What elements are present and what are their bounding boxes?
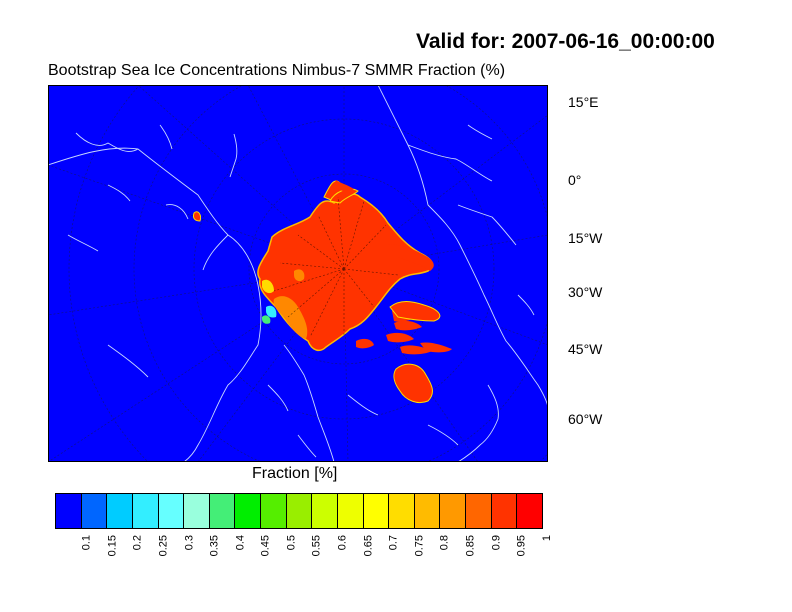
colorbar-tick-text: 0.1 xyxy=(80,535,93,551)
colorbar-title: Fraction [%] xyxy=(252,465,338,482)
colorbar-tick-label: 0.1 xyxy=(67,535,93,575)
sea-ice-extent xyxy=(193,180,452,404)
colorbar-swatch xyxy=(81,494,108,528)
colorbar-tick-label: 0.8 xyxy=(425,535,451,575)
map-border xyxy=(48,85,548,462)
map-panel[interactable] xyxy=(48,85,548,462)
colorbar-tick-label: 0.55 xyxy=(297,535,323,575)
colorbar-tick-label: 0.85 xyxy=(450,535,476,575)
colorbar-tick-text: 0.3 xyxy=(182,535,195,551)
colorbar-swatch xyxy=(337,494,364,528)
colorbar-swatch xyxy=(389,494,415,528)
ice-meridians xyxy=(273,196,399,338)
colorbar-tick-text: 0.15 xyxy=(106,535,119,557)
colorbar-tick-text: 0.55 xyxy=(310,535,323,557)
colorbar-tick-label: 1 xyxy=(527,535,553,575)
lat-label-0: 0° xyxy=(568,172,582,188)
lat-label-30w: 30°W xyxy=(568,284,603,300)
lat-label-60w: 60°W xyxy=(568,411,603,427)
colorbar-tick-label: 0.7 xyxy=(374,535,400,575)
colorbar-tick-text: 0.5 xyxy=(285,535,298,551)
colorbar-swatch xyxy=(363,494,390,528)
colorbar-tick-text: 0.85 xyxy=(464,535,477,557)
colorbar-tick-text: 0.45 xyxy=(259,535,272,557)
colorbar-tick-label: 0.95 xyxy=(501,535,527,575)
lat-label-45w: 45°W xyxy=(568,341,603,357)
valid-time-label: Valid for: 2007-06-16_00:00:00 xyxy=(416,30,715,53)
colorbar-tick-text: 0.65 xyxy=(361,535,374,557)
colorbar-tick-text: 0.35 xyxy=(208,535,221,557)
colorbar-swatch xyxy=(56,494,82,528)
colorbar-swatch xyxy=(132,494,159,528)
colorbar-tick-label: 0.4 xyxy=(220,535,246,575)
colorbar xyxy=(55,493,543,529)
colorbar-tick-text: 0.7 xyxy=(387,535,400,551)
colorbar-tick-text: 0.2 xyxy=(131,535,144,551)
colorbar-tick-text: 0.25 xyxy=(157,535,170,557)
colorbar-swatch xyxy=(286,494,313,528)
lat-label-15w: 15°W xyxy=(568,230,603,246)
colorbar-tick-label: 0.75 xyxy=(399,535,425,575)
colorbar-swatch xyxy=(440,494,466,528)
colorbar-tick-text: 0.95 xyxy=(515,535,528,557)
colorbar-tick-text: 0.9 xyxy=(489,535,502,551)
colorbar-tick-text: 1 xyxy=(541,535,553,542)
colorbar-swatch xyxy=(261,494,287,528)
coastlines xyxy=(48,85,548,462)
sea-ice-map xyxy=(48,85,548,462)
colorbar-tick-label: 0.25 xyxy=(143,535,169,575)
colorbar-tick-text: 0.6 xyxy=(336,535,349,551)
colorbar-swatch xyxy=(158,494,185,528)
colorbar-swatch xyxy=(466,494,492,528)
colorbar-tick-label: 0.2 xyxy=(118,535,144,575)
colorbar-tick-label: 0.15 xyxy=(92,535,118,575)
colorbar-swatch xyxy=(414,494,441,528)
colorbar-tick-labels: 0.1 0.15 0.2 0.25 0.3 0.35 0.4 0.45 0.5 0.55 0.6 0.… xyxy=(55,535,553,575)
colorbar-tick-text: 0.75 xyxy=(413,535,426,557)
colorbar-swatch xyxy=(491,494,518,528)
colorbar-tick-label: 0.45 xyxy=(246,535,272,575)
colorbar-tick-label: 0.6 xyxy=(322,535,348,575)
colorbar-tick-label: 0.35 xyxy=(194,535,220,575)
colorbar-swatch xyxy=(517,494,542,528)
colorbar-tick-label: 0.3 xyxy=(169,535,195,575)
colorbar-tick-text: 0.8 xyxy=(438,535,451,551)
map-title: Bootstrap Sea Ice Concentrations Nimbus-… xyxy=(48,62,506,79)
colorbar-swatch xyxy=(209,494,236,528)
lat-label-15e: 15°E xyxy=(568,94,599,110)
colorbar-swatch xyxy=(184,494,210,528)
colorbar-swatch xyxy=(312,494,338,528)
colorbar-swatch xyxy=(235,494,261,528)
colorbar-swatch xyxy=(107,494,133,528)
colorbar-tick-label: 0.65 xyxy=(348,535,374,575)
colorbar-tick-label: 0.5 xyxy=(271,535,297,575)
colorbar-tick-label: 0.9 xyxy=(476,535,502,575)
colorbar-tick-text: 0.4 xyxy=(234,535,247,551)
